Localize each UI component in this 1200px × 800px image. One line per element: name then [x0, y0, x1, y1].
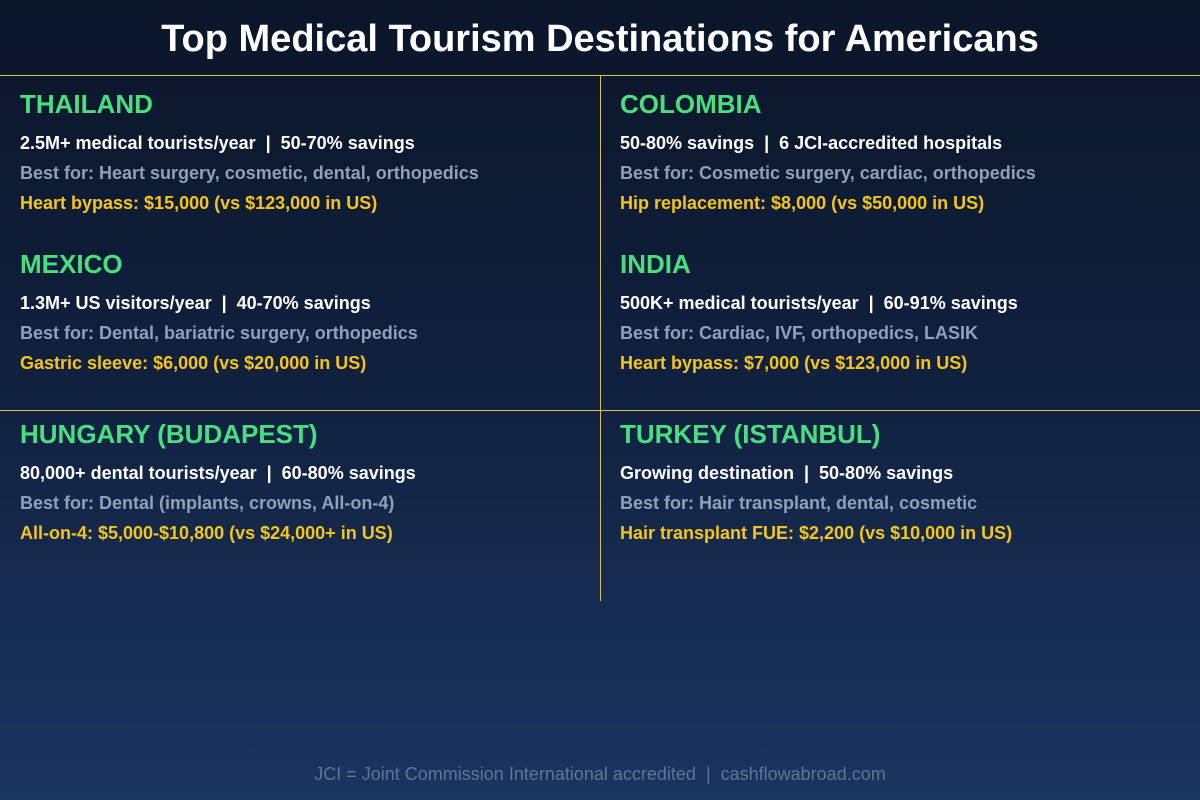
- destination-stats: 500K+ medical tourists/year | 60-91% sav…: [620, 293, 1018, 313]
- destination-name: MEXICO: [20, 249, 123, 279]
- destination-stats: 50-80% savings | 6 JCI-accredited hospit…: [620, 133, 1003, 153]
- destination-card: THAILAND 2.5M+ medical tourists/year | 5…: [20, 88, 600, 218]
- destination-price: All-on-4: $5,000-$10,800 (vs $24,000+ in…: [20, 523, 393, 543]
- divider-vertical: [600, 75, 601, 601]
- destination-price: Gastric sleeve: $6,000 (vs $20,000 in US…: [20, 353, 367, 373]
- destination-card: COLOMBIA 50-80% savings | 6 JCI-accredit…: [620, 88, 1200, 218]
- destination-card: TURKEY (ISTANBUL) Growing destination | …: [620, 418, 1200, 548]
- destination-stats: Growing destination | 50-80% savings: [620, 463, 954, 483]
- destination-best-for: Best for: Cardiac, IVF, orthopedics, LAS…: [620, 323, 979, 343]
- destination-best-for: Best for: Dental (implants, crowns, All-…: [20, 493, 395, 513]
- destination-stats: 80,000+ dental tourists/year | 60-80% sa…: [20, 463, 416, 483]
- destination-best-for: Best for: Hair transplant, dental, cosme…: [620, 493, 978, 513]
- destination-best-for: Best for: Heart surgery, cosmetic, denta…: [20, 163, 479, 183]
- destination-name: THAILAND: [20, 89, 153, 119]
- destination-price: Heart bypass: $15,000 (vs $123,000 in US…: [20, 193, 378, 213]
- destination-name: COLOMBIA: [620, 89, 762, 119]
- destination-price: Hair transplant FUE: $2,200 (vs $10,000 …: [620, 523, 1013, 543]
- destination-card: HUNGARY (BUDAPEST) 80,000+ dental touris…: [20, 418, 600, 548]
- destination-price: Heart bypass: $7,000 (vs $123,000 in US): [620, 353, 968, 373]
- destination-stats: 2.5M+ medical tourists/year | 50-70% sav…: [20, 133, 415, 153]
- destination-name: INDIA: [620, 249, 691, 279]
- destination-card: MEXICO 1.3M+ US visitors/year | 40-70% s…: [20, 248, 600, 378]
- destination-name: TURKEY (ISTANBUL): [620, 419, 881, 449]
- destination-best-for: Best for: Dental, bariatric surgery, ort…: [20, 323, 418, 343]
- page-title: Top Medical Tourism Destinations for Ame…: [161, 18, 1039, 60]
- destination-stats: 1.3M+ US visitors/year | 40-70% savings: [20, 293, 371, 313]
- footer-note: JCI = Joint Commission International acc…: [314, 764, 886, 784]
- destination-price: Hip replacement: $8,000 (vs $50,000 in U…: [620, 193, 985, 213]
- destination-card: INDIA 500K+ medical tourists/year | 60-9…: [620, 248, 1200, 378]
- destination-best-for: Best for: Cosmetic surgery, cardiac, ort…: [620, 163, 1036, 183]
- destination-name: HUNGARY (BUDAPEST): [20, 419, 318, 449]
